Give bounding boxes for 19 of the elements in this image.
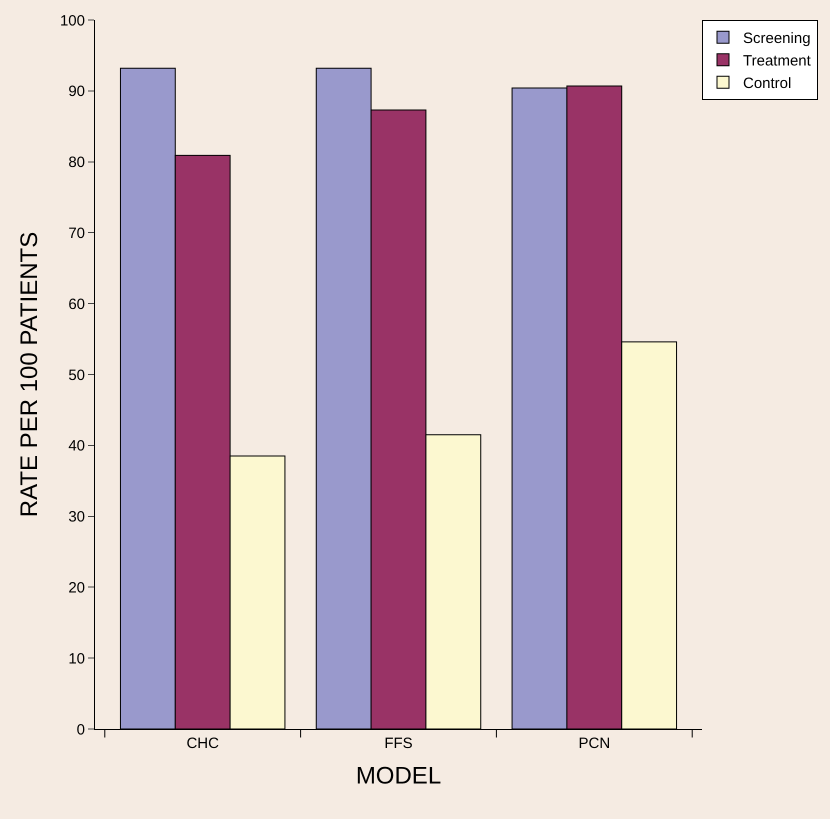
legend-label: Treatment — [743, 52, 812, 70]
y-tick-label: 60 — [68, 296, 85, 313]
x-tick-label: CHC — [186, 735, 220, 752]
x-axis-title: MODEL — [356, 762, 442, 790]
y-tick-label: 80 — [68, 154, 85, 172]
y-axis-title: RATE PER 100 PATIENTS — [16, 232, 44, 518]
y-tick-label: 20 — [68, 579, 85, 596]
legend-label: Control — [743, 75, 792, 92]
y-tick-label: 40 — [68, 438, 85, 455]
legend-label: Screening — [743, 30, 811, 48]
y-tick-label: 0 — [76, 721, 85, 738]
y-tick-label: 70 — [68, 224, 85, 242]
y-tick-label: 100 — [60, 12, 85, 30]
y-tick-label: 50 — [68, 366, 85, 384]
y-tick-label: 10 — [68, 650, 85, 668]
x-tick-label: FFS — [384, 735, 413, 752]
x-tick-label: PCN — [578, 735, 610, 752]
y-tick-label: 90 — [68, 83, 85, 100]
y-tick-label: 30 — [68, 508, 85, 526]
